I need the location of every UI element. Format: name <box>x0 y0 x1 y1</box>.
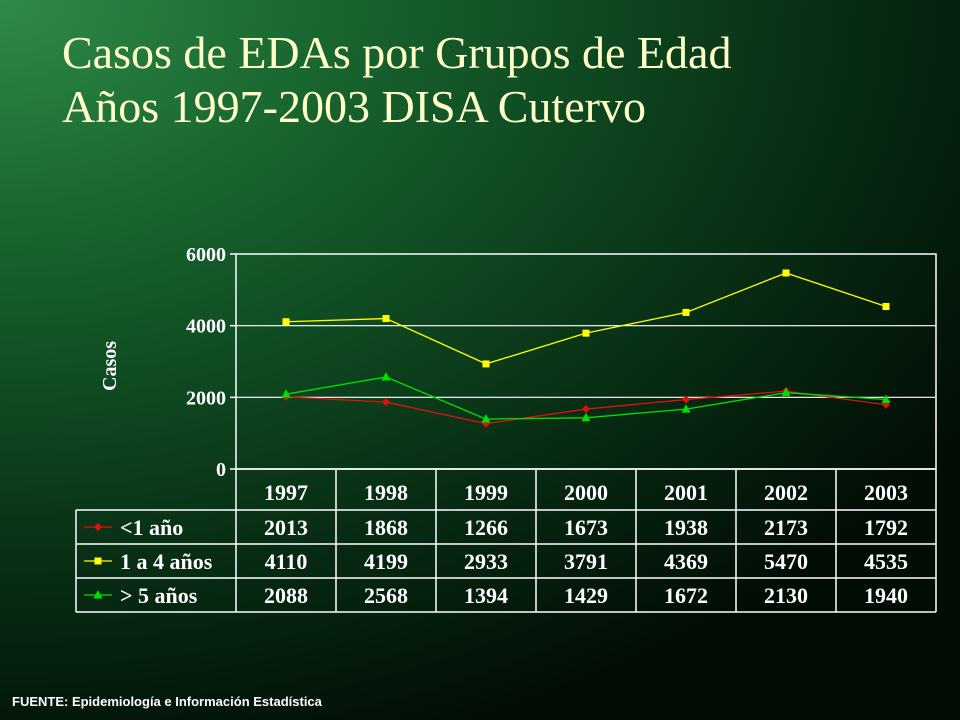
data-point <box>582 405 590 414</box>
table-cell-value: 4110 <box>265 549 308 574</box>
x-category-label: 2001 <box>664 480 708 505</box>
data-point <box>94 523 102 531</box>
table-cell-value: 4369 <box>664 549 708 574</box>
data-table: 1997 1998 1999 2000 2001 2002 2003 <1 año 2013 18… <box>75 468 937 613</box>
y-tick-labels: 0 2000 4000 6000 <box>186 244 226 481</box>
data-point <box>682 395 690 404</box>
y-tick-label: 2000 <box>186 387 226 409</box>
table-cell-value: 2568 <box>364 583 408 608</box>
data-point <box>482 360 490 368</box>
data-point <box>382 398 390 407</box>
axes <box>230 253 937 470</box>
x-category-label: 1997 <box>264 480 308 505</box>
data-point <box>582 329 590 337</box>
data-point <box>382 315 390 323</box>
table-cell-value: 1792 <box>864 515 908 540</box>
series-line <box>285 272 887 365</box>
x-category-label: 2003 <box>864 480 908 505</box>
legend-series-name: > 5 años <box>120 583 198 608</box>
table-cell-value: 2173 <box>764 515 808 540</box>
title-line-2: Años 1997-2003 DISA Cutervo <box>62 81 646 132</box>
source-note: FUENTE: Epidemiología e Información Esta… <box>12 694 322 709</box>
data-point <box>281 389 291 398</box>
x-category-label: 2000 <box>564 480 608 505</box>
table-cell-value: 2933 <box>464 549 508 574</box>
data-point <box>681 404 691 413</box>
gridlines <box>236 325 936 398</box>
plot-frame <box>235 253 937 470</box>
table-cell-value: 2130 <box>764 583 808 608</box>
table-cell-value: 4535 <box>864 549 908 574</box>
data-point <box>381 371 391 381</box>
data-point <box>781 387 791 397</box>
series-lines <box>281 269 891 428</box>
data-point <box>682 308 690 316</box>
table-cell-value: 1394 <box>464 583 508 608</box>
data-point <box>581 412 591 422</box>
table-cell-value: 2013 <box>264 515 308 540</box>
legend-series-name: <1 año <box>120 515 183 540</box>
table-cell-value: 1673 <box>564 515 608 540</box>
table-cell-value: 2088 <box>264 583 308 608</box>
table-cell-value: 4199 <box>364 549 408 574</box>
x-category-label: 1999 <box>464 480 508 505</box>
data-point <box>282 318 290 326</box>
y-tick-label: 4000 <box>186 316 226 338</box>
table-cell-value: 1266 <box>464 515 508 540</box>
table-cell-value: 1940 <box>864 583 908 608</box>
table-cell-value: 1868 <box>364 515 408 540</box>
title-line-1: Casos de EDAs por Grupos de Edad <box>62 27 732 78</box>
y-tick-label: 0 <box>216 459 226 481</box>
line-chart: 0 2000 4000 6000 Casos 1997 1998 1999 2000 2001… <box>75 244 937 613</box>
data-point <box>94 557 102 565</box>
chart-title: Casos de EDAs por Grupos de Edad Años 19… <box>62 26 731 134</box>
table-cell-value: 1938 <box>664 515 708 540</box>
data-point <box>93 590 103 599</box>
x-category-label: 1998 <box>364 480 408 505</box>
table-cell-value: 3791 <box>564 549 608 574</box>
legend-series-name: 1 a 4 años <box>120 549 213 574</box>
series-2 <box>281 371 891 423</box>
y-tick-label: 6000 <box>186 244 226 266</box>
table-cell-value: 1672 <box>664 583 708 608</box>
series-1 <box>282 269 890 368</box>
table-cell-value: 5470 <box>764 549 808 574</box>
data-point <box>481 414 491 423</box>
y-axis-label: Casos <box>99 341 121 391</box>
data-point <box>881 394 891 403</box>
data-point <box>782 269 790 277</box>
x-category-label: 2002 <box>764 480 808 505</box>
data-point <box>882 302 890 310</box>
table-cell-value: 1429 <box>564 583 608 608</box>
